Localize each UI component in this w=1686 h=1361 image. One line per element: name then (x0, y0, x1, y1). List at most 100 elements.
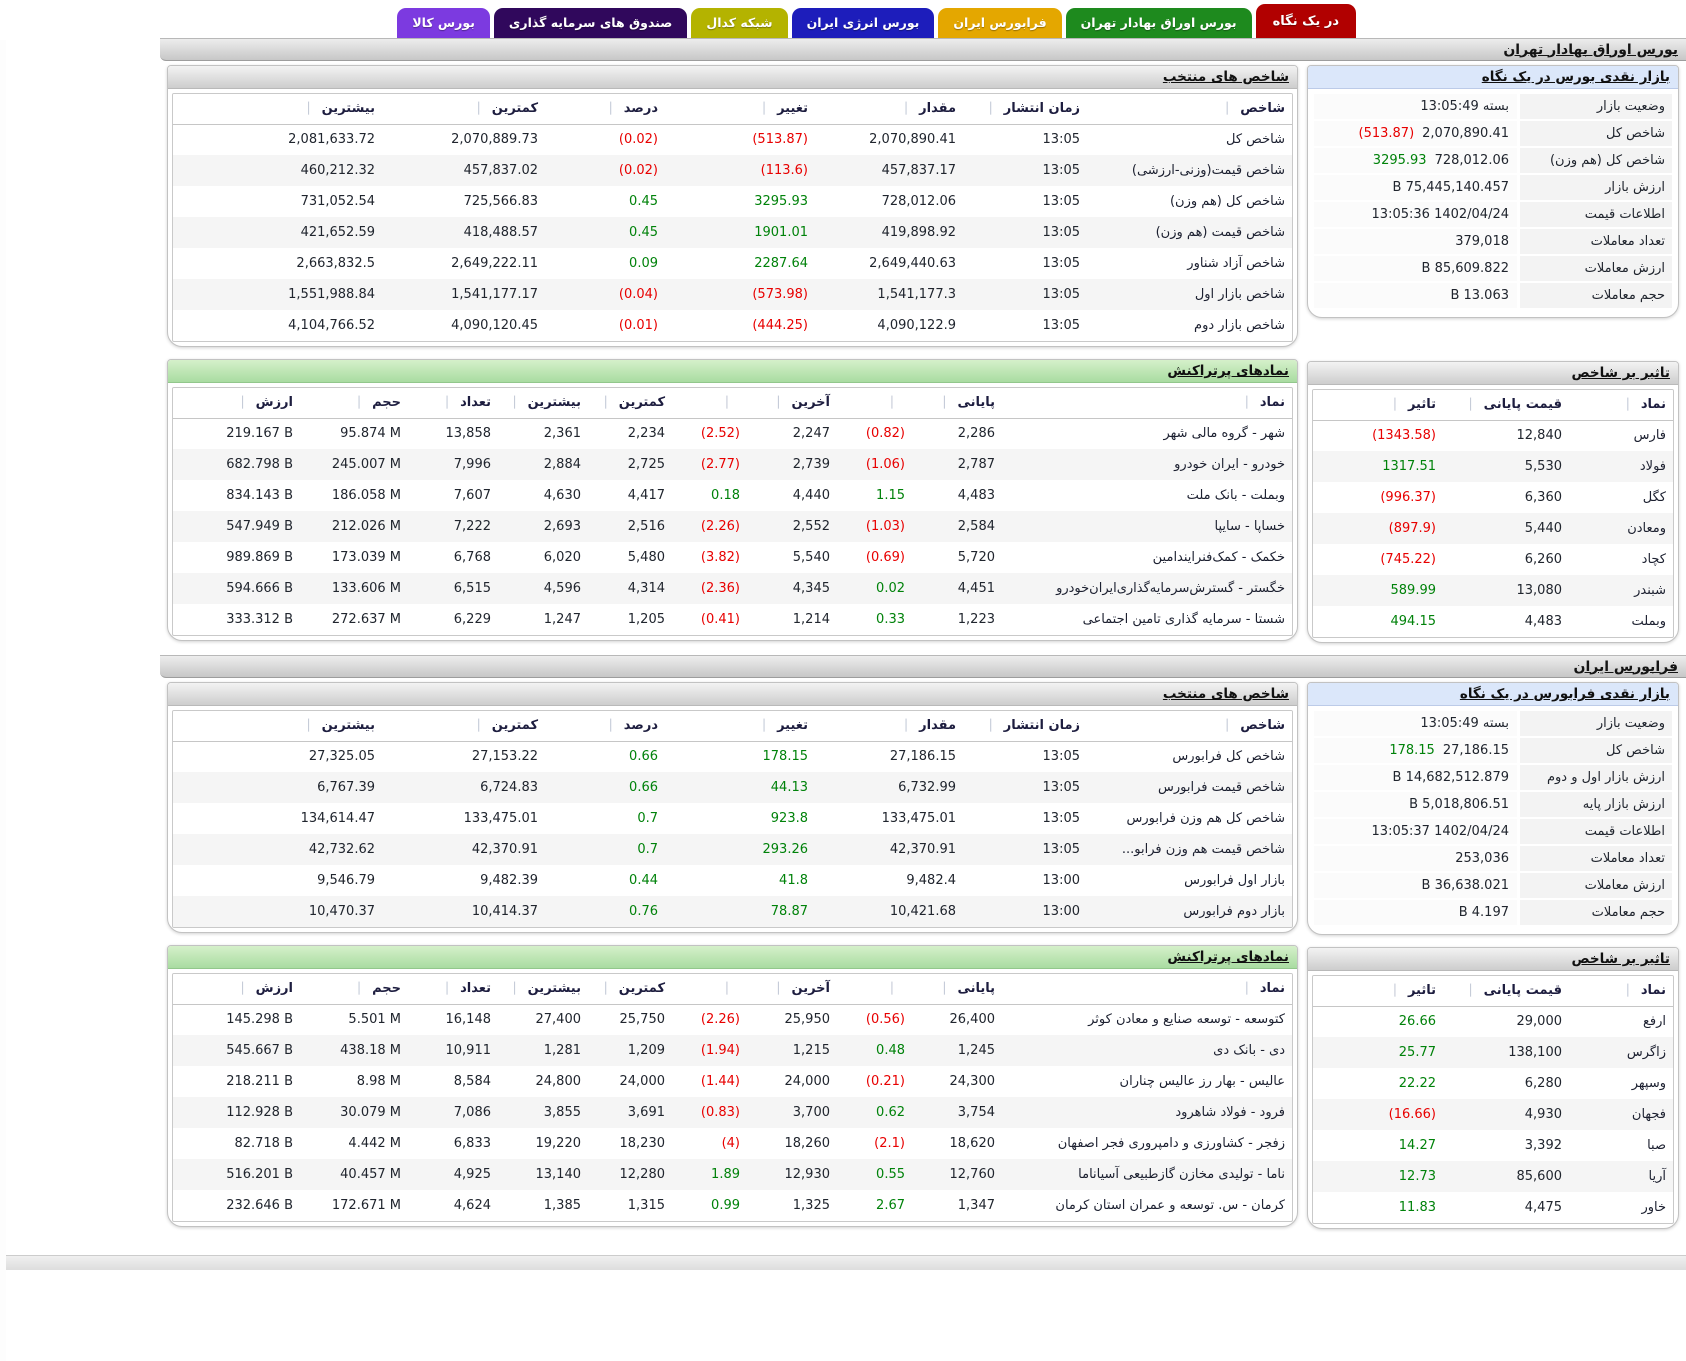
active-symbol-row[interactable]: شستا - سرمایه گذاری تامین اجتماعی 1,223 0.… (173, 604, 1292, 635)
column-header[interactable]: قیمت پایانی ▏ (1443, 976, 1569, 1007)
active-symbol-row[interactable]: زفجر - کشاورزی و دامپروری فجر اصفهان 18,6… (173, 1128, 1292, 1159)
column-header[interactable]: کمترین ▏ (588, 388, 672, 419)
impact-row[interactable]: زاگرس 138,100 25.77 (1313, 1037, 1673, 1068)
column-header[interactable]: شاخص ▏ (1087, 711, 1292, 742)
column-header[interactable]: نماد ▏ (1002, 388, 1292, 419)
index-name[interactable]: شاخص بازار دوم (1194, 318, 1285, 333)
index-row[interactable]: بازار دوم فرابورس 13:00 10,421.68 78.87 0.76… (173, 896, 1292, 927)
symbol-full-name[interactable]: فرود - فولاد شاهرود (1175, 1105, 1285, 1120)
active-symbol-row[interactable]: کتوسعه - توسعه صنایع و معادن کوثر 26,400 (… (173, 1004, 1292, 1035)
symbol-full-name[interactable]: عالیس - بهار رز عالیس چناران (1119, 1074, 1285, 1089)
active-symbol-row[interactable]: عالیس - بهار رز عالیس چناران 24,300 (0.21)… (173, 1066, 1292, 1097)
impact-row[interactable]: شبندر 13,080 589.99 (1313, 575, 1673, 606)
column-header[interactable]: حجم ▏ (300, 388, 408, 419)
index-row[interactable]: شاخص قیمت فرابورس 13:05 6,732.99 44.13 0.66 6… (173, 772, 1292, 803)
active-symbol-row[interactable]: ناما - تولیدی مخازن گازطبیعی آسیاناما 12,… (173, 1159, 1292, 1190)
symbol-name[interactable]: آریا (1648, 1169, 1666, 1184)
impact-row[interactable]: کچاد 6,260 (745.22) (1313, 544, 1673, 575)
column-header[interactable]: بیشترین ▏ (498, 388, 588, 419)
column-header[interactable]: بیشترین ▏ (498, 974, 588, 1005)
active-symbol-row[interactable]: وبملت - بانک ملت 4,483 1.15 4,440 0.18 4,417 4… (173, 480, 1292, 511)
column-header[interactable]: درصد ▏ (545, 711, 665, 742)
column-header[interactable]: مقدار ▏ (815, 94, 963, 125)
symbol-name[interactable]: زاگرس (1626, 1045, 1666, 1060)
column-header[interactable]: تاثیر ▏ (1313, 976, 1443, 1007)
index-row[interactable]: شاخص بازار دوم 13:05 4,090,122.9 (444.25) (0… (173, 310, 1292, 341)
impact-row[interactable]: فجهان 4,930 (16.66) (1313, 1099, 1673, 1130)
impact-row[interactable]: فارس 12,840 (1343.58) (1313, 420, 1673, 451)
symbol-name[interactable]: فولاد (1639, 459, 1666, 474)
index-name[interactable]: شاخص قیمت فرابورس (1158, 780, 1285, 795)
symbol-full-name[interactable]: شهر - گروه مالی شهر (1163, 426, 1285, 442)
symbol-name[interactable]: کچاد (1641, 552, 1666, 567)
index-name[interactable]: شاخص قیمت(وزنی-ارزشی) (1131, 163, 1285, 178)
active-symbol-row[interactable]: کرمان - س. توسعه و عمران استان کرمان 1,34… (173, 1190, 1292, 1221)
nav-tab-2[interactable]: فرابورس ایران (938, 8, 1062, 38)
column-header[interactable]: آخرین ▏ (747, 388, 837, 419)
impact-row[interactable]: صبا 3,392 14.27 (1313, 1130, 1673, 1161)
nav-tab-6[interactable]: بورس کالا (397, 8, 490, 38)
column-header[interactable]: تاثیر ▏ (1313, 390, 1443, 421)
impact-row[interactable]: آریا 85,600 12.73 (1313, 1161, 1673, 1192)
impact-row[interactable]: وسپهر 6,280 22.22 (1313, 1068, 1673, 1099)
nav-tab-1[interactable]: بورس اوراق بهادار تهران (1065, 8, 1252, 38)
symbol-full-name[interactable]: خگستر - گسترش‌سرمایه‌گذاری‌ایران‌خودرو (1056, 581, 1285, 596)
index-row[interactable]: شاخص کل هم وزن فرابورس 13:05 133,475.01 923… (173, 803, 1292, 834)
index-row[interactable]: شاخص قیمت(وزنی-ارزشی) 13:05 457,837.17 (113… (173, 155, 1292, 186)
index-name[interactable]: بازار دوم فرابورس (1183, 904, 1285, 919)
active-symbol-row[interactable]: شهر - گروه مالی شهر 2,286 (0.82) 2,247 (2.52… (173, 418, 1292, 449)
column-header[interactable]: کمترین ▏ (382, 711, 545, 742)
index-row[interactable]: شاخص کل فرابورس 13:05 27,186.15 178.15 0.66 2… (173, 741, 1292, 772)
impact-row[interactable]: وبملت 4,483 494.15 (1313, 606, 1673, 637)
column-header[interactable]: تغییر ▏ (665, 711, 815, 742)
column-header[interactable]: شاخص ▏ (1087, 94, 1292, 125)
symbol-full-name[interactable]: وبملت - بانک ملت (1186, 488, 1285, 503)
index-name[interactable]: شاخص کل (1226, 132, 1285, 148)
active-symbol-row[interactable]: خکمک - کمک‌فنرایندامین 5,720 (0.69) 5,540 (3… (173, 542, 1292, 573)
symbol-name[interactable]: فارس (1633, 428, 1666, 444)
column-header[interactable]: مقدار ▏ (815, 711, 963, 742)
impact-row[interactable]: ارفع 29,000 26.66 (1313, 1006, 1673, 1037)
index-name[interactable]: شاخص کل هم وزن فرابورس (1126, 811, 1285, 826)
column-header[interactable]: تعداد ▏ (408, 388, 498, 419)
index-name[interactable]: شاخص قیمت هم وزن فرابو... (1121, 842, 1285, 857)
column-header[interactable]: ▏ (672, 974, 747, 1005)
index-row[interactable]: شاخص کل (هم وزن) 13:05 728,012.06 3295.93 0.… (173, 186, 1292, 217)
symbol-name[interactable]: ارفع (1642, 1014, 1666, 1030)
index-name[interactable]: شاخص قیمت (هم وزن) (1155, 225, 1285, 240)
column-header[interactable]: بیشترین ▏ (173, 94, 382, 125)
column-header[interactable]: تعداد ▏ (408, 974, 498, 1005)
symbol-full-name[interactable]: ناما - تولیدی مخازن گازطبیعی آسیاناما (1078, 1167, 1285, 1182)
active-symbol-row[interactable]: خودرو - ایران خودرو 2,787 (1.06) 2,739 (2.77… (173, 449, 1292, 480)
column-header[interactable]: کمترین ▏ (588, 974, 672, 1005)
impact-row[interactable]: خاور 4,475 11.83 (1313, 1192, 1673, 1223)
symbol-name[interactable]: فجهان (1631, 1107, 1666, 1122)
symbol-full-name[interactable]: دی - بانک دی (1213, 1043, 1285, 1058)
symbol-full-name[interactable]: کرمان - س. توسعه و عمران استان کرمان (1055, 1198, 1285, 1213)
nav-tab-0[interactable]: در یک نگاه (1255, 4, 1356, 38)
impact-row[interactable]: ومعادن 5,440 (897.9) (1313, 513, 1673, 544)
index-row[interactable]: شاخص قیمت (هم وزن) 13:05 419,898.92 1901.01… (173, 217, 1292, 248)
column-header[interactable]: تغییر ▏ (665, 94, 815, 125)
column-header[interactable]: پایانی ▏ (912, 388, 1002, 419)
active-symbol-row[interactable]: دی - بانک دی 1,245 0.48 1,215 (1.94) 1,209 1,2… (173, 1035, 1292, 1066)
symbol-full-name[interactable]: خساپا - سایپا (1214, 519, 1285, 534)
symbol-full-name[interactable]: زفجر - کشاورزی و دامپروری فجر اصفهان (1057, 1136, 1285, 1151)
index-name[interactable]: بازار اول فرابورس (1184, 873, 1285, 888)
index-row[interactable]: شاخص آزاد شناور 13:05 2,649,440.63 2287.64 0… (173, 248, 1292, 279)
index-row[interactable]: شاخص قیمت هم وزن فرابو... 13:05 42,370.91 2… (173, 834, 1292, 865)
column-header[interactable]: نماد ▏ (1569, 390, 1673, 421)
active-symbol-row[interactable]: فرود - فولاد شاهرود 3,754 0.62 3,700 (0.83) 3… (173, 1097, 1292, 1128)
column-header[interactable]: حجم ▏ (300, 974, 408, 1005)
column-header[interactable]: نماد ▏ (1002, 974, 1292, 1005)
column-header[interactable]: کمترین ▏ (382, 94, 545, 125)
index-name[interactable]: شاخص کل (هم وزن) (1169, 194, 1285, 209)
column-header[interactable]: ارزش ▏ (173, 388, 300, 419)
symbol-name[interactable]: خاور (1641, 1200, 1666, 1215)
nav-tab-3[interactable]: بورس انرژی ایران (791, 8, 935, 38)
nav-tab-4[interactable]: شبکه کدال (691, 8, 788, 38)
column-header[interactable]: ▏ (837, 974, 912, 1005)
index-name[interactable]: شاخص کل فرابورس (1172, 749, 1285, 765)
index-row[interactable]: شاخص بازار اول 13:05 1,541,177.3 (573.98) (0… (173, 279, 1292, 310)
column-header[interactable]: بیشترین ▏ (173, 711, 382, 742)
